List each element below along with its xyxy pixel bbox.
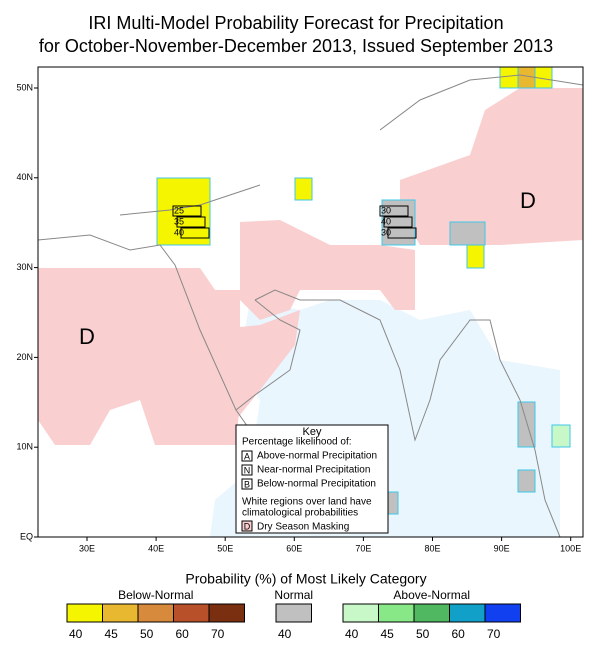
legend-group-name: Below-Normal	[118, 588, 193, 602]
point-value: 35	[174, 216, 184, 226]
legend-label: 50	[416, 627, 430, 641]
point-value: 40	[174, 227, 184, 237]
legend-label: 40	[278, 627, 292, 641]
point-box	[383, 216, 413, 228]
legend-label: 45	[381, 627, 395, 641]
key-text: Near-normal Precipitation	[257, 465, 370, 476]
key-text: Above-normal Precipitation	[257, 451, 377, 462]
key-letter: D	[244, 521, 251, 531]
key-letter: B	[244, 479, 250, 489]
legend-label: 40	[69, 627, 83, 641]
point-box	[180, 227, 210, 239]
key-text: Dry Season Masking	[257, 522, 349, 533]
point-value: 40	[381, 216, 391, 226]
coastlines	[37, 74, 584, 538]
lon-label: 100E	[560, 543, 581, 553]
legend-swatch	[66, 603, 103, 623]
title: for October-November-December 2013, Issu…	[39, 36, 553, 56]
lon-label: 90E	[494, 543, 510, 553]
legend-label: 60	[452, 627, 466, 641]
legend-label: 60	[176, 627, 190, 641]
lon-label: 70E	[355, 543, 371, 553]
key-box	[241, 450, 253, 462]
legend-group-name: Above-Normal	[393, 588, 470, 602]
legend-swatch	[102, 603, 139, 623]
lat-label: 30N	[16, 262, 33, 272]
point-box	[387, 227, 417, 239]
key-box	[241, 478, 253, 490]
key: Key Percentage likelihood of: A Above-nor…	[235, 424, 389, 534]
point-value: 30	[381, 205, 391, 215]
legend-swatch	[378, 603, 415, 623]
point-box	[379, 205, 409, 217]
lon-label: 80E	[424, 543, 440, 553]
lon-label: 50E	[217, 543, 233, 553]
legend-swatch	[173, 603, 210, 623]
legend-swatch	[449, 603, 486, 623]
key-text: Below-normal Precipitation	[257, 479, 376, 490]
point-box	[176, 216, 206, 228]
legend-title: Probability (%) of Most Likely Category	[185, 571, 426, 587]
lat-label: 20N	[16, 352, 33, 362]
key-rows: A Above-normal Precipitation N Near-normal …	[241, 450, 377, 490]
legend-swatch	[275, 603, 312, 623]
lon-label: 40E	[148, 543, 164, 553]
legend-label: 70	[211, 627, 225, 641]
key-note: climatological probabilities	[242, 508, 358, 519]
legend-label: 40	[345, 627, 359, 641]
legend-swatch	[137, 603, 174, 623]
legend-label: 70	[487, 627, 501, 641]
dry-season-label: D	[520, 188, 536, 213]
key-letter: N	[244, 465, 251, 475]
lat-label: 50N	[16, 82, 33, 92]
legend-swatch	[208, 603, 245, 623]
key-note: White regions over land have	[242, 497, 372, 508]
point-value: 25	[174, 205, 184, 215]
legend-swatch	[484, 603, 521, 623]
point-value: 30	[381, 227, 391, 237]
key-letter: A	[244, 451, 250, 461]
key-title: Key	[303, 426, 322, 438]
title: IRI Multi-Model Probability Forecast for…	[88, 13, 503, 33]
map-frame	[37, 66, 584, 538]
key-box	[241, 464, 253, 476]
lon-label: 30E	[79, 543, 95, 553]
key-subtitle: Percentage likelihood of:	[242, 437, 352, 448]
legend-swatch	[413, 603, 450, 623]
legend: Below-Normal 40 45 50 60 70 Normal 40 Above-Norm…	[66, 588, 521, 641]
lon-label: 60E	[286, 543, 302, 553]
dry-season-label: D	[79, 324, 95, 349]
lat-label: 40N	[16, 172, 33, 182]
legend-label: 45	[105, 627, 119, 641]
point-box	[172, 205, 202, 217]
legend-group-name: Normal	[274, 588, 313, 602]
legend-swatch	[342, 603, 379, 623]
legend-label: 50	[140, 627, 154, 641]
lat-label: EQ	[20, 531, 33, 541]
lat-label: 10N	[16, 442, 33, 452]
